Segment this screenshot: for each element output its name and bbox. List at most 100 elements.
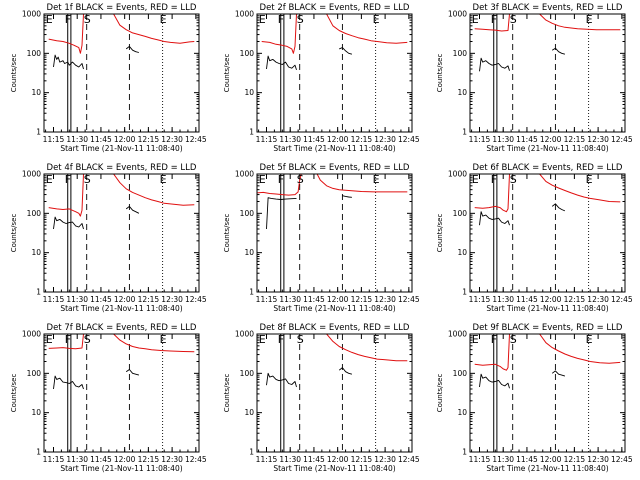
event-marker-label: S (510, 13, 517, 26)
events-series-line (53, 54, 84, 70)
panel-title: Det 5f BLACK = Events, RED = LLD (260, 163, 410, 173)
detector-panel: Det 8f BLACK = Events, RED = LLD 1 10 100 10… (223, 323, 420, 473)
series-group (474, 14, 621, 72)
event-marker-label: F (278, 333, 284, 346)
y-tick-label: 100 (27, 369, 42, 378)
event-marker-label: E (373, 173, 380, 186)
event-marker-label: S (84, 333, 91, 346)
y-axis-label: Counts/sec (223, 54, 231, 93)
series-group (257, 174, 408, 230)
lld-series-line (539, 334, 621, 364)
y-axis-label: Counts/sec (223, 374, 231, 413)
y-tick-label: 1 (36, 128, 41, 137)
x-tick-label: 11:15 (43, 295, 65, 304)
y-tick-label: 1000 (448, 170, 467, 179)
panel-title: Det 2f BLACK = Events, RED = LLD (260, 3, 410, 13)
x-tick-label: 12:45 (398, 135, 420, 144)
events-series-line (339, 47, 353, 55)
x-tick-label: 12:15 (564, 295, 586, 304)
events-series-line (266, 197, 297, 230)
x-tick-label: 12:30 (161, 135, 183, 144)
y-tick-label: 10 (457, 88, 467, 97)
y-tick-label: 10 (244, 88, 254, 97)
lld-series-line (113, 174, 195, 206)
lld-series-line (113, 14, 195, 44)
lld-series-line (326, 14, 408, 44)
y-tick-label: 10 (244, 248, 254, 257)
detector-panel: Det 5f BLACK = Events, RED = LLD 1 10 100 10… (223, 163, 420, 313)
y-tick-label: 10 (31, 248, 41, 257)
x-tick-label: 12:15 (351, 295, 373, 304)
events-series-line (125, 205, 140, 214)
detector-panel: Det 1f BLACK = Events, RED = LLD 1 10 100 10… (10, 3, 207, 153)
lld-series-line (48, 334, 84, 350)
y-tick-label: 1 (462, 128, 467, 137)
y-tick-label: 10 (244, 408, 254, 417)
x-tick-label: 12:15 (138, 295, 160, 304)
x-tick-label: 12:15 (138, 455, 160, 464)
y-tick-label: 1000 (448, 10, 467, 19)
events-series-line (551, 47, 566, 55)
y-tick-label: 1 (36, 288, 41, 297)
y-tick-label: 100 (240, 369, 255, 378)
lld-series-line (474, 334, 510, 371)
x-tick-label: 11:15 (469, 135, 491, 144)
y-axis-label: Counts/sec (436, 54, 444, 93)
y-axis-label: Counts/sec (436, 214, 444, 253)
y-axis-label: Counts/sec (10, 374, 18, 413)
event-marker-label: S (510, 173, 517, 186)
event-marker-label: E (373, 333, 380, 346)
x-tick-label: 11:15 (256, 455, 278, 464)
x-tick-label: 12:00 (327, 455, 349, 464)
series-group (261, 14, 408, 71)
x-axis-label: Start Time (21-Nov-11 11:08:40) (486, 144, 608, 153)
detector-panel: Det 2f BLACK = Events, RED = LLD 1 10 100 10… (223, 3, 420, 153)
event-marker-label: S (84, 13, 91, 26)
events-series-line (342, 195, 352, 198)
x-tick-label: 11:30 (492, 455, 514, 464)
x-tick-label: 11:30 (279, 295, 301, 304)
events-series-line (125, 45, 140, 53)
event-marker-label: F (65, 173, 71, 186)
detector-panel: Det 3f BLACK = Events, RED = LLD 1 10 100 10… (436, 3, 633, 153)
x-tick-label: 12:45 (611, 135, 633, 144)
plot-frame (43, 173, 200, 293)
x-tick-label: 11:15 (256, 295, 278, 304)
x-tick-label: 11:45 (516, 455, 538, 464)
y-tick-label: 100 (27, 49, 42, 58)
event-marker-label: E (586, 173, 593, 186)
panel-title: Det 3f BLACK = Events, RED = LLD (473, 3, 623, 13)
plot-frame (43, 13, 200, 133)
y-tick-label: 100 (27, 209, 42, 218)
x-tick-label: 12:30 (587, 135, 609, 144)
x-axis-label: Start Time (21-Nov-11 11:08:40) (273, 304, 395, 313)
y-axis-label: Counts/sec (223, 214, 231, 253)
plot-frame (256, 173, 413, 293)
x-tick-label: 12:30 (374, 295, 396, 304)
x-tick-label: 12:15 (351, 135, 373, 144)
series-group (257, 334, 408, 388)
y-tick-label: 100 (453, 369, 468, 378)
event-marker-label: E (160, 173, 167, 186)
y-tick-label: 10 (31, 88, 41, 97)
lld-series-line (539, 14, 621, 31)
y-axis-label: Counts/sec (10, 54, 18, 93)
x-tick-label: 12:45 (185, 295, 207, 304)
x-tick-label: 11:45 (90, 295, 112, 304)
event-marker-label: E (472, 13, 479, 26)
events-series-line (338, 367, 353, 375)
x-tick-label: 12:15 (351, 455, 373, 464)
event-marker-label: F (491, 13, 497, 26)
y-tick-label: 100 (240, 209, 255, 218)
event-marker-label: E (160, 333, 167, 346)
x-tick-label: 11:30 (66, 135, 88, 144)
panel-title: Det 8f BLACK = Events, RED = LLD (260, 323, 410, 333)
x-tick-label: 11:15 (469, 455, 491, 464)
x-tick-label: 12:30 (374, 135, 396, 144)
x-tick-label: 12:30 (161, 295, 183, 304)
x-tick-label: 11:15 (43, 455, 65, 464)
x-tick-label: 11:45 (303, 455, 325, 464)
event-marker-label: S (297, 333, 304, 346)
plot-frame (469, 333, 626, 453)
event-marker-label: E (259, 13, 266, 26)
